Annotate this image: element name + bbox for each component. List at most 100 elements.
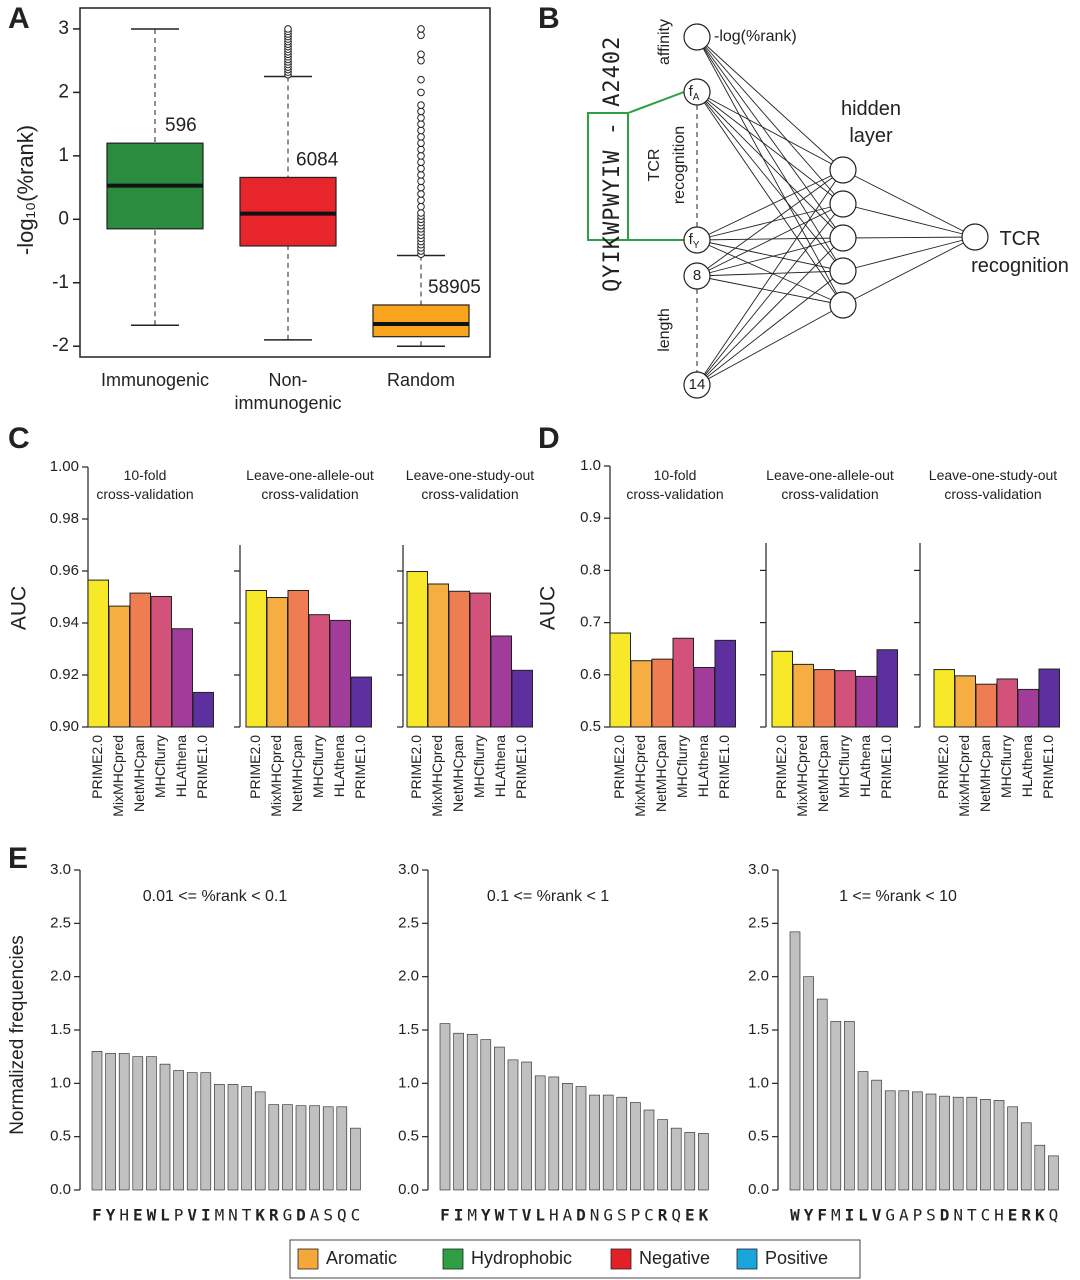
node-label: fY [689,231,700,251]
bar [933,669,955,728]
connection [696,304,844,386]
peptide: QYIKWPWYIW - A2402 [600,36,625,292]
bar [952,1096,964,1191]
x-tick-label: E [685,1206,695,1225]
bar [954,675,976,728]
y-tick-label: 0.0 [50,1181,71,1198]
outlier [284,25,292,33]
y-tick-label: 3.0 [748,861,769,878]
x-tick-label: V [522,1206,532,1225]
bar [1038,668,1060,728]
bar [108,605,130,728]
bar [91,1051,103,1191]
outlier [417,126,425,135]
bar [651,658,673,728]
x-tick-label: C [644,1206,654,1225]
x-tick-label: HLAthena [857,735,873,797]
x-tick-label: Non-immunogenic [234,370,341,413]
bar [803,976,814,1191]
bar [771,650,793,728]
bar [898,1090,910,1191]
subplot-title: 10-fold cross-validation [96,467,193,502]
x-tick-label: P [913,1206,923,1225]
y-tick-label: 3 [58,18,69,39]
legend-swatch [442,1248,464,1270]
legend-label: Positive [765,1248,828,1268]
hidden-node [829,291,857,319]
x-tick-label: Y [804,1206,814,1225]
bar [507,1059,519,1191]
bar [609,632,631,728]
x-tick-label: S [323,1206,333,1225]
bar [350,1127,361,1191]
bar [792,663,814,728]
x-tick-label: G [283,1206,293,1225]
x-tick-label: NetMHCpan [289,735,305,812]
plot-frame [79,7,491,358]
subplot-title: Leave-one-allele-out cross-validation [766,467,894,502]
input-label: TCR recognition [646,126,688,204]
y-tick-label: 0.6 [580,666,601,683]
subplot-title: Leave-one-study-out cross-validation [406,467,535,502]
x-tick-label: N [953,1206,963,1225]
bar [912,1091,923,1191]
bar [192,691,214,728]
x-tick-label: T [508,1206,518,1225]
bar [684,1132,696,1191]
x-tick-label: PRIME2.0 [773,735,789,799]
legend-swatch [610,1248,632,1270]
x-tick-label: PRIME2.0 [611,735,627,799]
count-label: 58905 [428,277,481,298]
bar [309,1105,320,1191]
y-tick-label: 1.5 [50,1021,71,1038]
outlier [417,209,425,217]
bar [630,1102,641,1191]
y-axis-label: AUC [537,586,560,630]
bar [494,1046,505,1191]
x-tick-label: Immunogenic [101,370,209,390]
panel-letter: B [538,2,560,35]
connection [696,203,844,241]
y-axis-label: Normalized frequencies [7,935,28,1135]
x-tick-label: L [160,1206,170,1225]
bar [448,590,470,728]
bar [616,1096,628,1191]
y-tick-label: 0.92 [50,666,79,683]
outlier [417,113,425,122]
bar [589,1094,600,1191]
x-tick-label: Y [106,1206,116,1225]
connection [696,169,844,277]
x-tick-label: MixMHCpred [110,735,126,817]
bar [844,1021,855,1191]
x-tick-label: M [831,1206,841,1225]
x-tick-label: PRIME2.0 [935,735,951,799]
node-label: 14 [689,376,706,393]
bar [855,675,877,728]
legend-label: Negative [639,1248,710,1268]
x-tick-label: H [994,1206,1004,1225]
bar [980,1099,991,1191]
bar [1034,1144,1046,1191]
y-tick-label: 1.0 [50,1074,71,1091]
bar [816,998,828,1191]
subplot-title: 10-fold cross-validation [626,467,723,502]
y-tick-label: 0.90 [50,718,79,735]
bar [245,590,267,728]
bar [876,649,898,728]
y-tick-label: 1.00 [50,458,79,475]
x-tick-label: C [981,1206,991,1225]
y-tick-label: 1.0 [580,457,601,474]
x-tick-label: MixMHCpred [632,735,648,817]
bar [214,1084,225,1191]
y-tick-label: 0.7 [580,614,601,631]
x-tick-label: W [790,1206,800,1225]
node-label-text: f [689,231,694,248]
bar [308,614,330,728]
node-label: 8 [693,267,701,284]
input-node [683,262,711,290]
y-tick-label: 0.94 [50,614,79,631]
x-tick-label: HLAthena [1019,735,1035,797]
legend-swatch [297,1248,319,1270]
connection [696,36,844,205]
bar [406,571,428,728]
